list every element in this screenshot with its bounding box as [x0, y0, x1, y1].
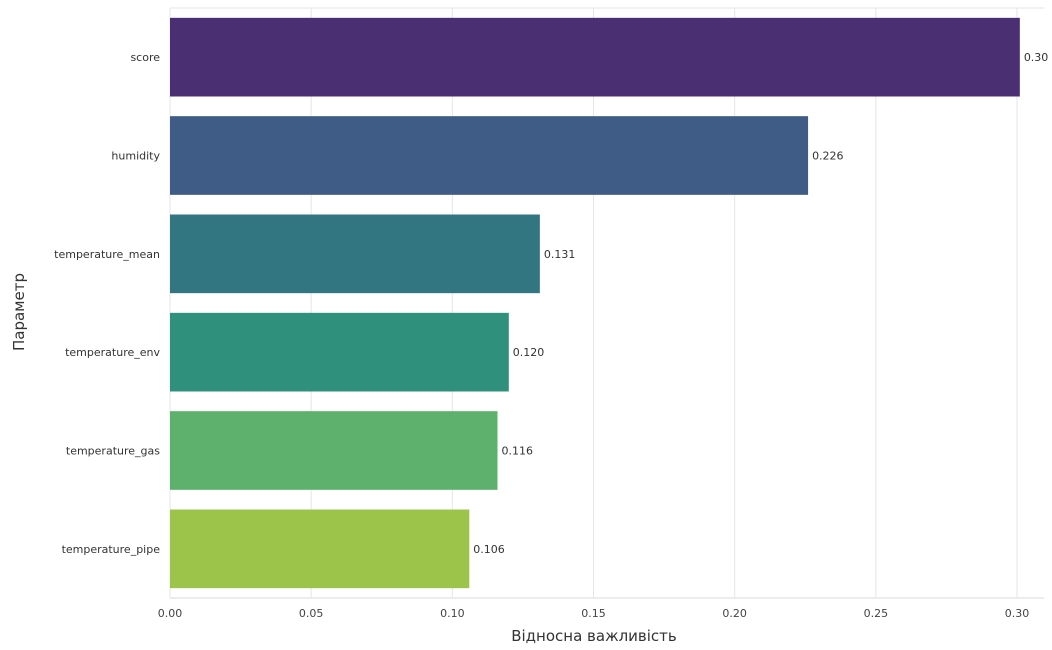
y-tick-label: humidity: [111, 150, 160, 163]
axes-layer: Відносна важливість Параметр: [10, 273, 677, 645]
x-tick-label: 0.00: [158, 607, 183, 620]
bar-value-label: 0.30: [1024, 51, 1048, 64]
bars-layer: [170, 17, 1020, 589]
y-tick-label: temperature_pipe: [62, 543, 161, 556]
bar-humidity: [170, 116, 809, 195]
y-tick-label: score: [130, 51, 160, 64]
bar-value-label: 0.226: [812, 150, 844, 163]
bar-temperature-gas: [170, 411, 498, 490]
bar-score: [170, 17, 1020, 97]
bar-temperature-pipe: [170, 509, 470, 589]
x-tick-label: 0.25: [864, 607, 889, 620]
x-tick-label: 0.15: [581, 607, 606, 620]
grid-layer: [169, 7, 1044, 599]
bar-value-label: 0.120: [513, 346, 545, 359]
y-tick-label: temperature_env: [65, 346, 160, 359]
x-tick-label: 0.05: [299, 607, 324, 620]
bar-temperature-env: [170, 312, 509, 392]
bar-temperature-mean: [170, 214, 540, 294]
x-tick-label: 0.10: [440, 607, 465, 620]
y-axis-label: Параметр: [10, 273, 28, 351]
x-axis-label: Відносна важливість: [511, 627, 677, 645]
y-tick-label: temperature_mean: [54, 248, 160, 261]
x-tick-label: 0.20: [722, 607, 747, 620]
bar-value-label: 0.116: [502, 445, 534, 458]
bar-value-label: 0.131: [544, 248, 576, 261]
x-tick-label: 0.30: [1005, 607, 1030, 620]
bar-value-label: 0.106: [473, 543, 505, 556]
labels-layer: 0.00 0.05 0.10 0.15 0.20 0.25 0.30 score 0.30 hum…: [54, 51, 1048, 620]
y-tick-label: temperature_gas: [66, 445, 160, 458]
